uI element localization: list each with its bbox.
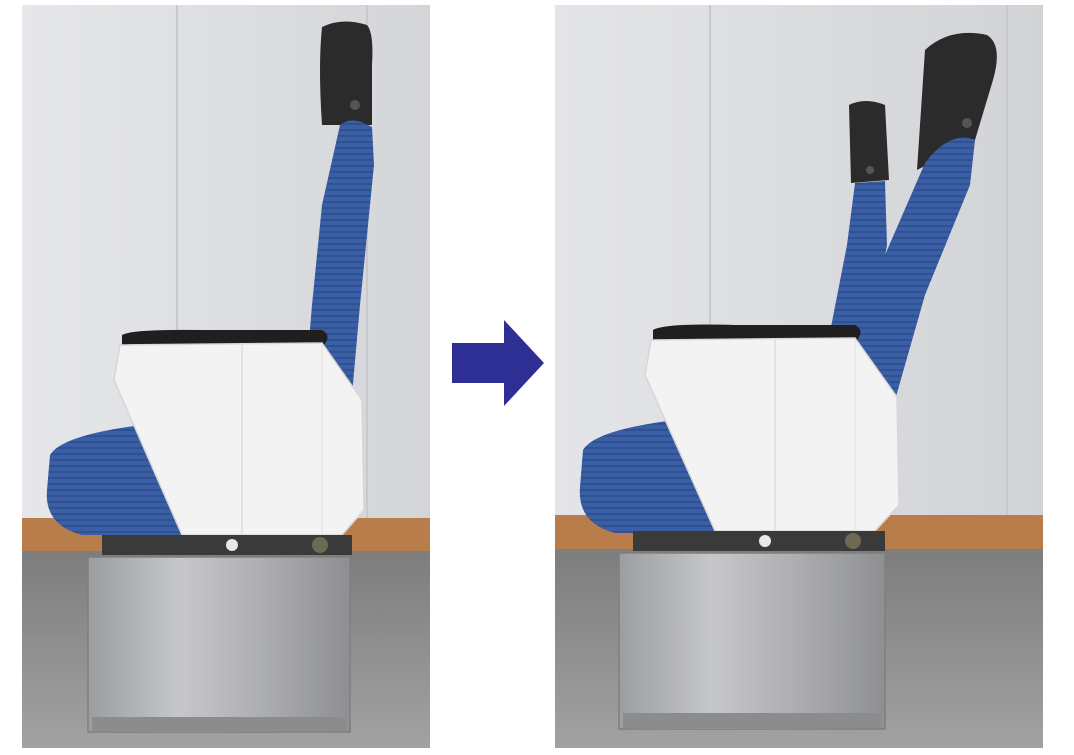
seat-upright-image xyxy=(22,5,430,748)
photo-seat-upright xyxy=(22,5,430,748)
right-arrow-icon xyxy=(448,318,548,408)
seat-reclined-image xyxy=(555,5,1043,748)
photo-seat-reclined xyxy=(555,5,1043,748)
headrest-rear xyxy=(849,101,889,183)
headrest-front xyxy=(917,32,997,170)
pedestal xyxy=(618,552,886,730)
armrest xyxy=(653,324,861,340)
headrest xyxy=(320,21,373,126)
side-panel xyxy=(113,342,365,536)
side-panel xyxy=(644,337,900,532)
backrest-front xyxy=(845,137,975,400)
pedestal xyxy=(87,556,351,733)
armrest xyxy=(122,329,328,345)
backrest xyxy=(307,120,374,396)
